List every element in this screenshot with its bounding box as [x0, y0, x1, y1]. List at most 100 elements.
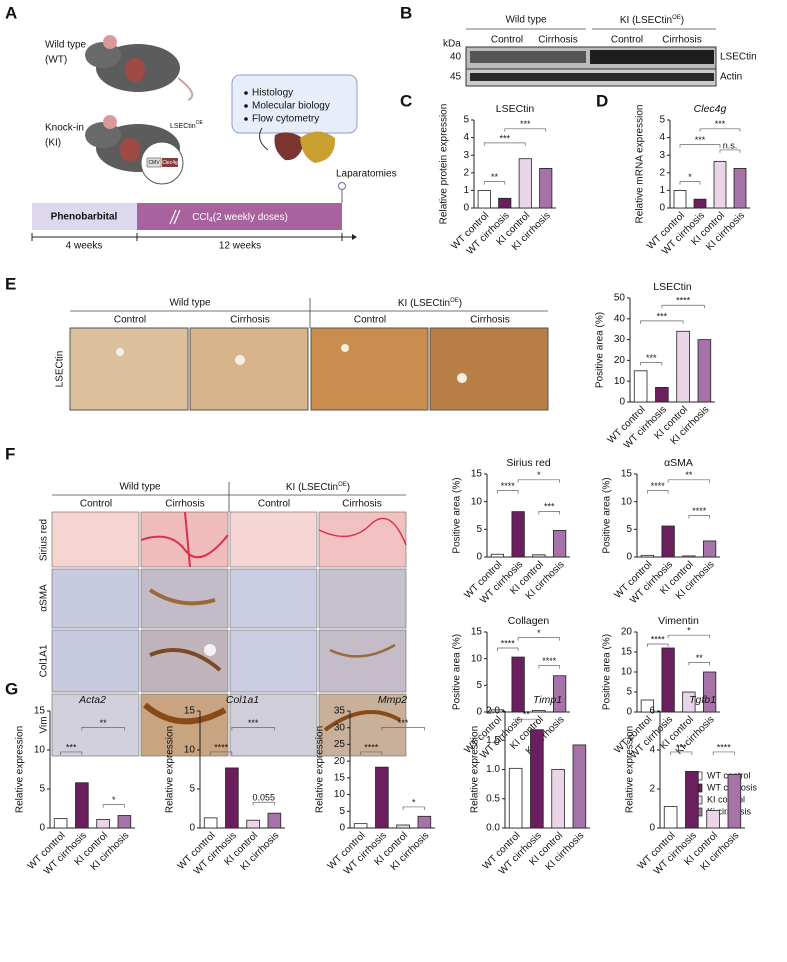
y-tick-label: 20 [334, 756, 346, 767]
panel-label: B [400, 3, 412, 22]
condition: Cirrhosis [662, 35, 701, 46]
condition: Control [354, 315, 386, 326]
promoter: CMV [148, 160, 160, 166]
y-tick-label: 15 [621, 469, 633, 480]
panel-f: Wild type KI (LSECtinOE) Control Cirrhos… [39, 482, 407, 757]
condition: Cirrhosis [230, 315, 269, 326]
y-tick-label: 0 [39, 823, 45, 834]
bar [572, 744, 587, 829]
bar [518, 158, 532, 209]
bar [225, 767, 239, 829]
y-tick-label: 5 [476, 524, 482, 535]
sig-label: **** [692, 506, 707, 516]
y-tick-label: 10 [184, 745, 196, 756]
micrograph-grid [51, 511, 407, 757]
y-axis-label: Relative mRNA expression [635, 105, 646, 224]
group-header: Wild type [505, 15, 547, 26]
y-tick-label: 0 [619, 397, 625, 408]
group-header: KI (LSECtinOE) [398, 298, 462, 309]
sig-label: * [688, 172, 692, 182]
sig-bracket [719, 149, 741, 153]
y-tick-label: 0 [659, 203, 665, 214]
bar [640, 554, 655, 558]
sig-bracket [517, 637, 560, 641]
bar [553, 675, 567, 713]
y-tick-label: 0 [463, 203, 469, 214]
group-header: Wild type [119, 482, 161, 493]
sig-bracket [699, 128, 741, 132]
panel-label: D [596, 91, 608, 110]
condition: Cirrhosis [342, 499, 381, 510]
sig-bracket [538, 511, 560, 515]
bar [655, 387, 669, 403]
mw: 45 [450, 72, 462, 83]
panel-label: E [5, 274, 16, 293]
y-tick-label: 10 [471, 653, 483, 664]
sig-label: ** [491, 172, 499, 182]
bar [539, 167, 553, 209]
sig-label: *** [398, 718, 409, 728]
y-tick-label: 40 [614, 313, 626, 324]
bar [693, 198, 707, 209]
y-tick-label: 30 [334, 722, 346, 733]
panel-label: A [5, 3, 17, 22]
y-tick-label: 0 [339, 823, 345, 834]
y-tick-label: 20 [614, 355, 626, 366]
sig-label: *** [715, 119, 726, 129]
sig-bracket [647, 490, 669, 494]
bar [117, 815, 132, 829]
sig-bracket [688, 515, 710, 519]
bar [706, 810, 720, 829]
ki-label: Knock-in [45, 123, 84, 134]
sig-bracket [381, 727, 425, 731]
sig-bracket [81, 727, 125, 731]
y-tick-label: 0 [626, 552, 632, 563]
bar [375, 766, 389, 829]
sig-label: *** [646, 353, 657, 363]
y-tick-label: 5 [189, 784, 195, 795]
bar [703, 671, 717, 713]
sig-bracket [661, 304, 705, 309]
sig-label: *** [520, 119, 531, 129]
sig-label: **** [717, 742, 732, 752]
mw: 40 [450, 52, 462, 63]
y-axis-label: Relative expression [625, 726, 636, 813]
bar [682, 691, 696, 713]
sig-bracket [517, 479, 560, 483]
chart-title: αSMA [664, 457, 693, 469]
bar [697, 339, 712, 403]
bar [96, 819, 110, 829]
bar [530, 729, 544, 829]
bar [685, 771, 699, 829]
sig-bracket [497, 490, 519, 494]
y-tick-label: 15 [184, 706, 196, 717]
y-tick-label: 5 [39, 784, 45, 795]
chart-title: Tgfb1 [689, 694, 716, 706]
bar [551, 769, 565, 829]
phase-box [32, 203, 137, 230]
chart-title: Acta2 [78, 694, 106, 706]
chart-title: Sirius red [506, 457, 551, 469]
condition: Cirrhosis [538, 35, 577, 46]
bar [498, 197, 512, 209]
endpoint-marker [338, 182, 346, 190]
y-tick-label: 0.0 [486, 823, 500, 834]
sig-bracket [640, 320, 684, 324]
y-axis-label: Relative expression [315, 726, 326, 813]
panel-label: G [5, 679, 18, 698]
y-tick-label: 15 [334, 772, 346, 783]
y-tick-label: 5 [339, 806, 345, 817]
panel-label: C [400, 91, 412, 110]
y-tick-label: 1 [463, 185, 469, 196]
sig-bracket [688, 662, 710, 666]
y-tick-label: 2 [659, 167, 665, 178]
sig-label: 0.055 [252, 793, 275, 803]
y-tick-label: 1.5 [486, 735, 500, 746]
y-tick-label: 5 [476, 680, 482, 691]
sig-label: * [412, 797, 416, 807]
chart-title: Timp1 [533, 694, 562, 706]
sig-label: n.s. [723, 140, 738, 150]
bar [713, 160, 727, 209]
